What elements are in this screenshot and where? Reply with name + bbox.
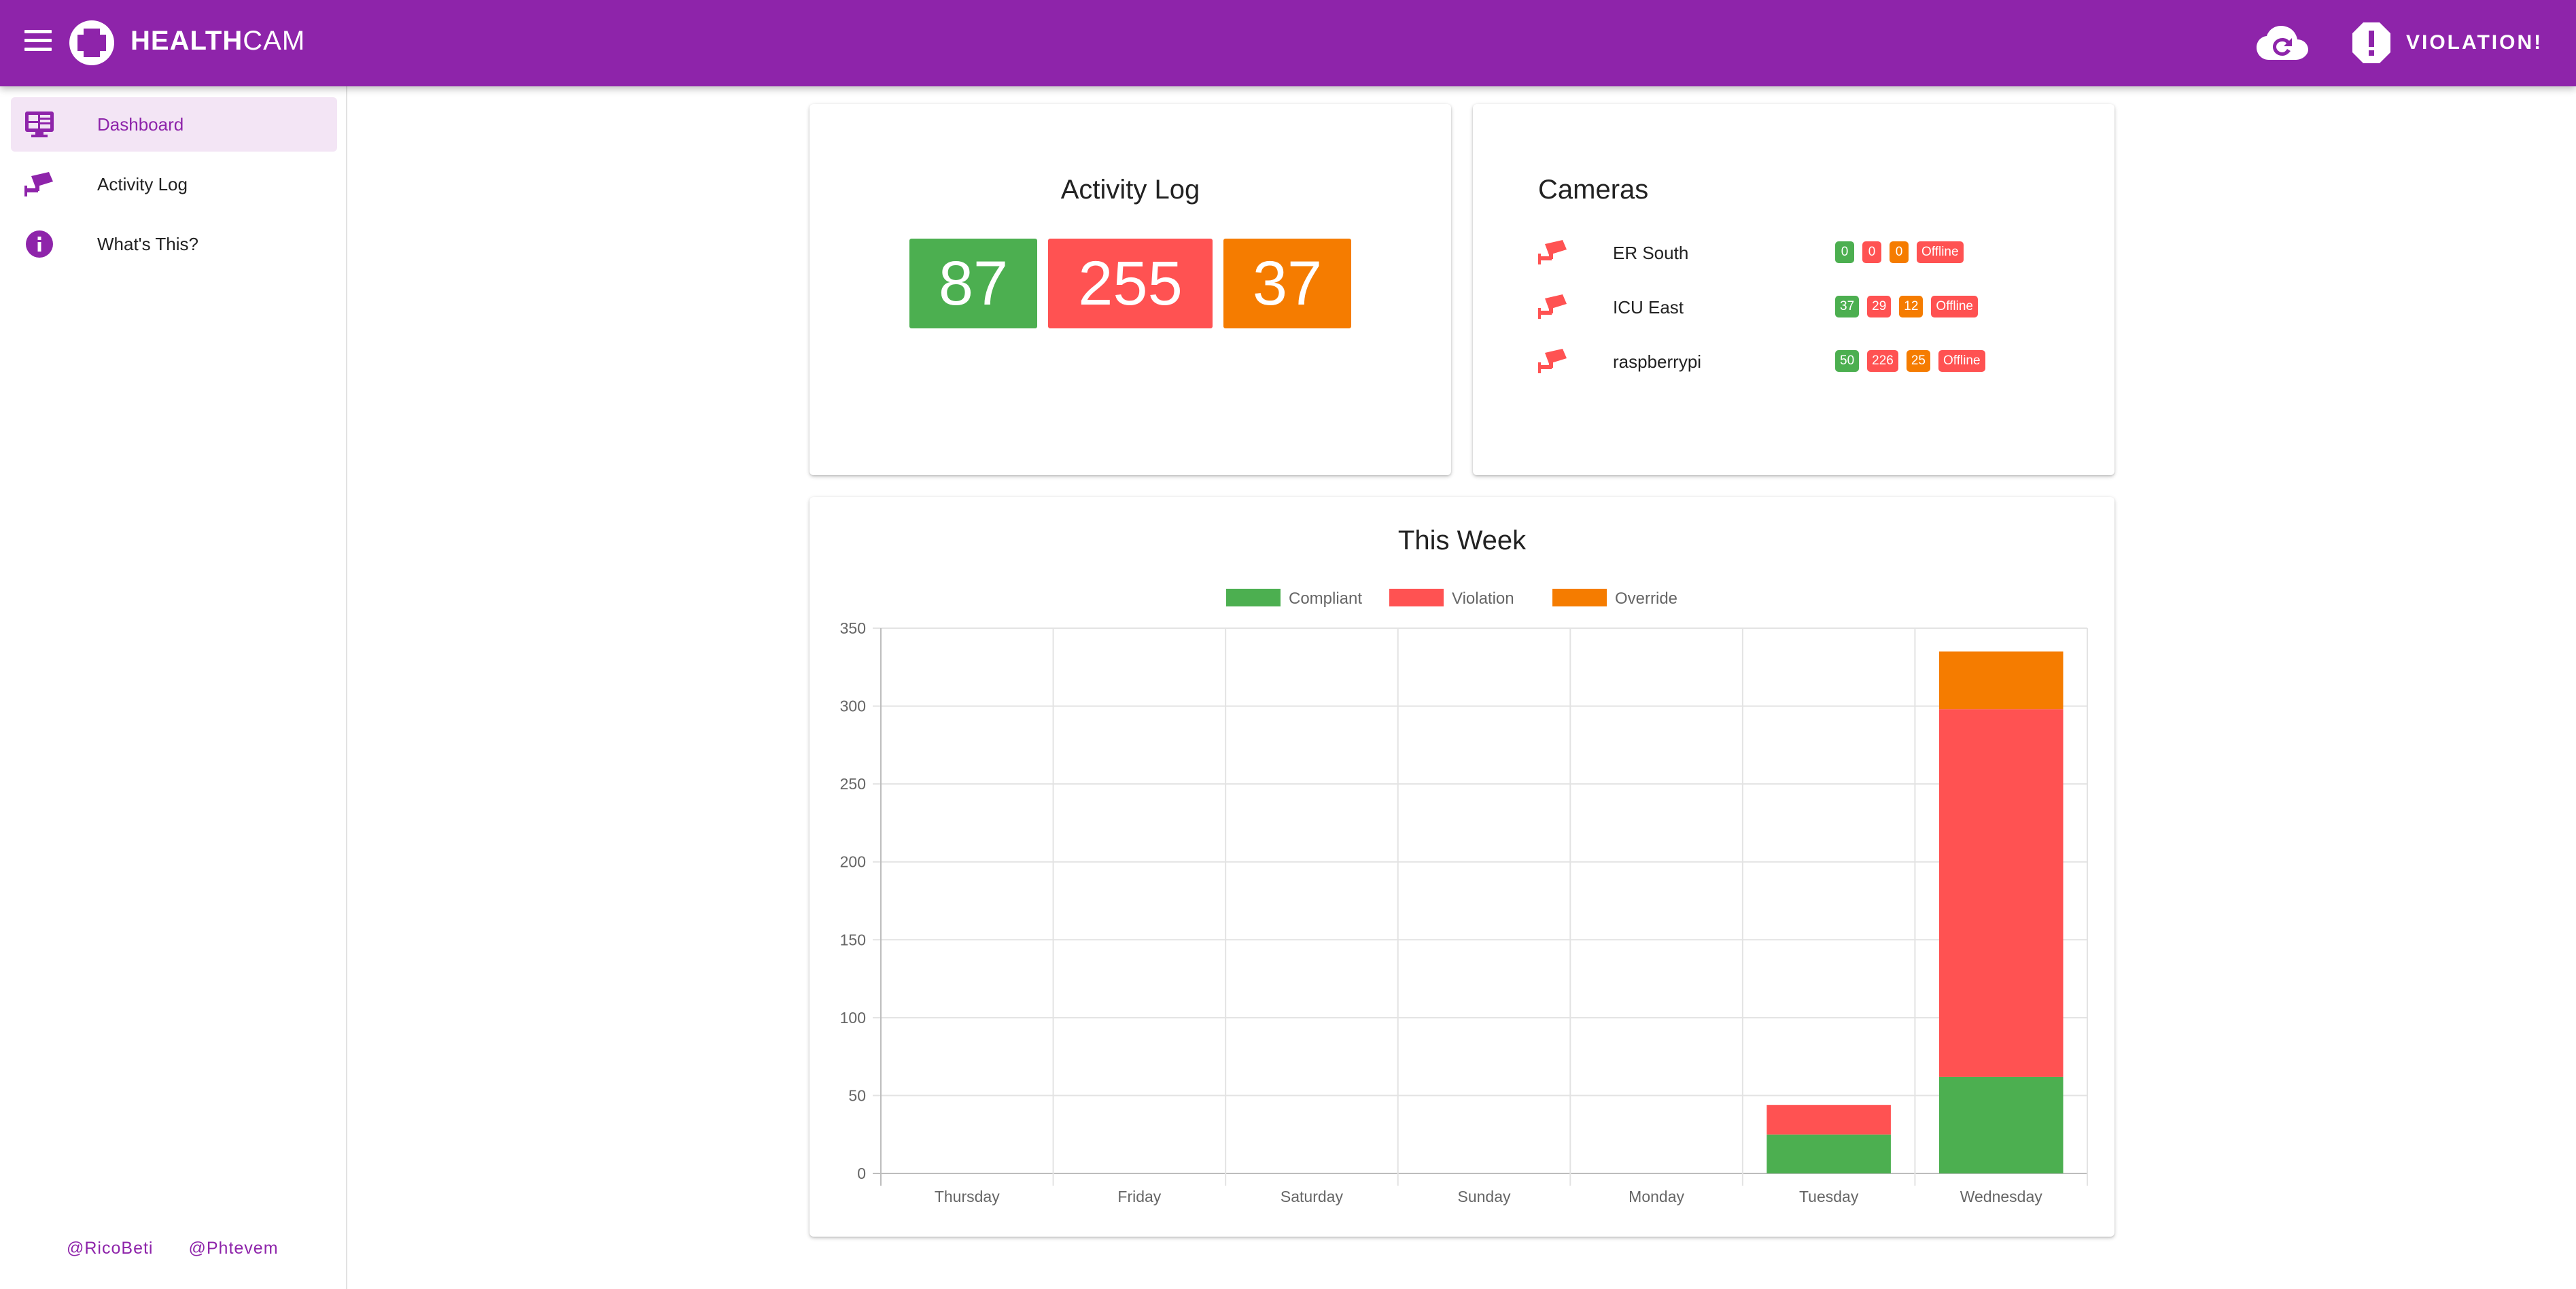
app-title: HEALTHCAM: [130, 26, 305, 56]
activity-log-title: Activity Log: [1060, 175, 1200, 205]
x-tick-label: Saturday: [1281, 1188, 1344, 1205]
y-tick-label: 350: [840, 619, 866, 637]
monitor-dashboard-icon: [24, 109, 54, 139]
cctv-icon: [24, 169, 54, 199]
sidebar-item-label: Dashboard: [97, 114, 184, 135]
override-badge: 25: [1906, 350, 1930, 372]
override-badge: 0: [1890, 241, 1909, 263]
bar-violation: [1938, 709, 2064, 1077]
health-cross-logo-icon: [69, 20, 114, 65]
legend-label: Compliant: [1289, 589, 1362, 608]
x-tick-label: Friday: [1117, 1188, 1161, 1205]
x-tick-label: Tuesday: [1799, 1188, 1859, 1205]
camera-name: ICU East: [1613, 297, 1684, 317]
footer-link-phtevem[interactable]: @Phtevem: [188, 1239, 279, 1258]
footer-link-ricobeti[interactable]: @RicoBeti: [67, 1239, 154, 1258]
x-tick-label: Monday: [1629, 1188, 1684, 1205]
camera-row[interactable]: ER South 0 0 0 Offline: [1538, 233, 2082, 271]
sidebar-item-whats-this[interactable]: What's This?: [11, 217, 337, 271]
info-icon: [24, 229, 54, 259]
x-tick-label: Wednesday: [1960, 1188, 2043, 1205]
bar-override: [1938, 651, 2064, 710]
y-tick-label: 250: [840, 775, 866, 793]
legend-swatch-override: [1552, 589, 1607, 606]
camera-row[interactable]: ICU East 37 29 12 Offline: [1538, 288, 2082, 326]
cctv-icon: [1538, 349, 1568, 373]
x-tick-label: Sunday: [1457, 1188, 1511, 1205]
bar-compliant: [1938, 1076, 2064, 1173]
status-badge: Offline: [1931, 296, 1978, 317]
legend-swatch-violation: [1389, 589, 1444, 606]
x-tick-label: Thursday: [935, 1188, 1000, 1205]
cameras-title: Cameras: [1538, 175, 1649, 205]
violation-badge: 29: [1867, 296, 1892, 317]
override-badge: 12: [1899, 296, 1924, 317]
bar-compliant: [1766, 1134, 1891, 1173]
this-week-card: This Week 0 50 100 150 200 250 300 350 Thursday F…: [810, 497, 2114, 1237]
brand-bold: HEALTH: [130, 26, 243, 56]
camera-name: raspberrypi: [1613, 351, 1702, 372]
cameras-card: Cameras ER South 0 0 0 Offline ICU East 37 29 12…: [1473, 104, 2114, 475]
cctv-icon: [1538, 294, 1568, 319]
cctv-icon: [1538, 240, 1568, 264]
status-badge: Offline: [1938, 350, 1985, 372]
camera-badges: 0 0 0 Offline: [1835, 241, 1964, 263]
compliant-count: 87: [909, 239, 1037, 328]
compliant-badge: 37: [1835, 296, 1860, 317]
sidebar-item-label: What's This?: [97, 233, 198, 254]
brand-light: CAM: [243, 26, 306, 56]
activity-stats: 87 255 37: [909, 239, 1351, 328]
sidebar: Dashboard Activity Log What's This? @Ric…: [0, 86, 347, 1289]
camera-row[interactable]: raspberrypi 50 226 25 Offline: [1538, 342, 2082, 380]
bar-violation: [1766, 1105, 1891, 1135]
sidebar-item-label: Activity Log: [97, 173, 188, 194]
status-badge: Offline: [1917, 241, 1964, 263]
footer-links: @RicoBeti @Phtevem: [67, 1239, 279, 1258]
violation-badge: 226: [1867, 350, 1898, 372]
legend-swatch-compliant: [1226, 589, 1281, 606]
violation-count: 255: [1048, 239, 1213, 328]
menu-icon[interactable]: [24, 30, 52, 57]
y-tick-label: 100: [840, 1009, 866, 1027]
weekly-bar-chart: 0 50 100 150 200 250 300 350 Thursday Friday Satur…: [840, 589, 2088, 1205]
sidebar-item-activity-log[interactable]: Activity Log: [11, 157, 337, 211]
y-tick-label: 50: [848, 1086, 866, 1104]
violation-alert-button[interactable]: VIOLATION!: [2352, 20, 2543, 65]
violation-label: VIOLATION!: [2406, 31, 2543, 54]
activity-log-card: Activity Log 87 255 37: [810, 104, 1451, 475]
camera-badges: 50 226 25 Offline: [1835, 350, 1985, 372]
camera-name: ER South: [1613, 243, 1689, 263]
alert-octagon-icon: [2352, 22, 2390, 63]
cloud-sync-icon[interactable]: [2257, 24, 2308, 63]
y-tick-label: 0: [857, 1165, 866, 1182]
violation-badge: 0: [1862, 241, 1881, 263]
legend-label: Override: [1615, 589, 1677, 608]
app-bar: HEALTHCAM VIOLATION!: [0, 0, 2576, 86]
y-tick-label: 300: [840, 698, 866, 715]
camera-badges: 37 29 12 Offline: [1835, 296, 1978, 317]
y-tick-label: 150: [840, 931, 866, 948]
compliant-badge: 50: [1835, 350, 1860, 372]
legend-label: Violation: [1452, 589, 1514, 608]
sidebar-item-dashboard[interactable]: Dashboard: [11, 97, 337, 152]
chart-title: This Week: [1397, 526, 1527, 555]
y-tick-label: 200: [840, 853, 866, 871]
compliant-badge: 0: [1835, 241, 1854, 263]
override-count: 37: [1223, 239, 1351, 328]
